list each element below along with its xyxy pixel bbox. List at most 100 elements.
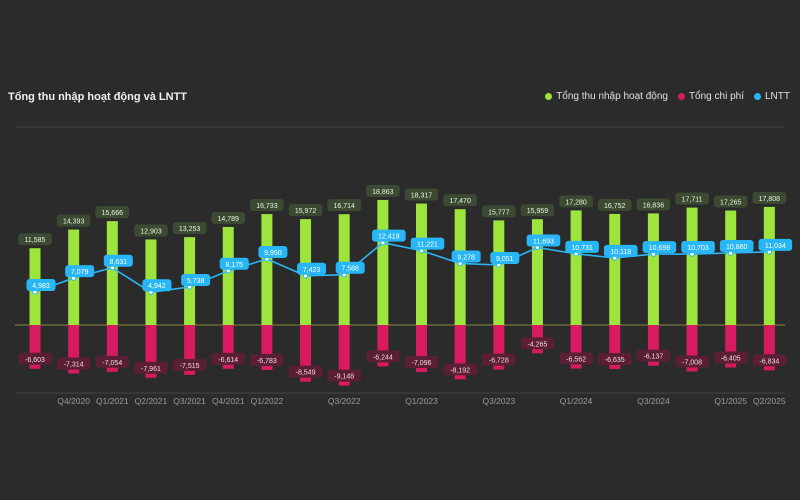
income-data-label: 17,808 — [759, 196, 781, 203]
x-tick-label: Q3/2021 — [173, 396, 206, 406]
income-data-label: 16,752 — [604, 203, 626, 210]
expense-bar — [416, 325, 427, 373]
income-bar — [763, 206, 775, 325]
expense-bar — [454, 325, 466, 380]
income-data-label-bg — [56, 214, 91, 227]
profit-data-label-bg — [603, 244, 638, 257]
expense-data-label: -7,314 — [64, 361, 84, 368]
expense-data-label: -6,244 — [373, 354, 393, 361]
profit-data-label-bg — [451, 250, 481, 263]
profit-data-label-bg — [372, 229, 406, 242]
expense-bar — [300, 325, 312, 382]
profit-data-label-bg — [565, 240, 599, 253]
legend-item-expense[interactable]: Tổng chi phí — [677, 91, 744, 102]
income-data-label-bg — [636, 198, 671, 211]
legend-dot-profit — [754, 93, 761, 100]
income-data-label-bg — [211, 211, 246, 224]
income-data-label: 16,714 — [333, 203, 355, 210]
income-data-label: 14,789 — [218, 216, 240, 223]
expense-data-label: -6,783 — [257, 358, 277, 365]
expense-bar — [570, 325, 582, 369]
profit-data-label: 10,703 — [687, 245, 709, 252]
income-bar — [454, 209, 466, 325]
expense-bar — [29, 325, 41, 369]
income-bar — [531, 219, 543, 325]
profit-data-label-bg — [642, 241, 677, 254]
expense-data-label-bg — [752, 354, 787, 367]
x-tick-label: Q2/2025 — [753, 396, 786, 406]
income-bar — [686, 207, 698, 325]
profit-data-label: 7,423 — [303, 267, 321, 274]
expense-bar — [184, 325, 196, 375]
x-tick-label: Q1/2024 — [560, 396, 593, 406]
expense-data-label: -6,405 — [721, 355, 741, 362]
income-data-label: 18,317 — [411, 193, 433, 200]
expense-bar — [763, 325, 775, 371]
income-data-label: 14,393 — [63, 219, 85, 226]
profit-data-label: 5,738 — [187, 278, 205, 285]
income-data-label-bg — [250, 199, 284, 212]
expense-data-label-bg — [713, 351, 748, 364]
legend-item-income[interactable]: Tổng thu nhập hoạt động — [545, 91, 668, 102]
profit-data-label: 4,983 — [32, 283, 50, 290]
profit-data-label: 8,175 — [225, 262, 243, 269]
income-data-label: 11,585 — [25, 237, 46, 244]
expense-data-label-bg — [597, 352, 632, 365]
income-data-label-bg — [597, 198, 632, 211]
legend-item-profit[interactable]: LNTT — [754, 91, 790, 102]
profit-data-label: 10,731 — [571, 245, 593, 252]
income-data-label: 16,733 — [256, 203, 278, 210]
profit-line — [34, 241, 770, 294]
expense-data-label: -9,148 — [334, 374, 354, 381]
expense-data-label: -7,096 — [412, 360, 432, 367]
expense-data-label-bg — [366, 350, 400, 363]
expense-data-label: -6,635 — [605, 357, 625, 364]
x-tick-label: Q3/2024 — [637, 396, 670, 406]
x-tick-label: Q1/2025 — [714, 396, 747, 406]
expense-data-label-bg — [520, 337, 555, 350]
income-bar — [647, 213, 659, 325]
expense-bar — [725, 325, 737, 368]
income-data-label-bg — [675, 192, 709, 205]
expense-data-label-bg — [211, 352, 246, 365]
expense-data-label-bg — [56, 357, 91, 370]
expense-data-label-bg — [404, 356, 439, 369]
expense-bar — [68, 325, 80, 374]
expense-data-label: -6,728 — [489, 358, 509, 365]
chart-title: Tổng thu nhập hoạt động và LNTT — [8, 91, 188, 103]
expense-data-label: -6,603 — [25, 357, 45, 364]
x-tick-label: Q2/2021 — [135, 396, 168, 406]
expense-data-label-bg — [559, 352, 593, 365]
profit-data-label-bg — [142, 279, 172, 292]
expense-data-label: -6,834 — [759, 358, 779, 365]
expense-bar — [106, 325, 118, 372]
expense-bar — [493, 325, 505, 370]
expense-data-label-bg — [18, 352, 52, 365]
profit-data-label: 12,419 — [378, 234, 400, 241]
x-tick-label: Q1/2021 — [96, 396, 129, 406]
income-bar — [222, 226, 234, 325]
profit-data-label-bg — [258, 246, 288, 259]
expense-data-label: -7,008 — [682, 359, 702, 366]
legend: Tổng thu nhập hoạt động Tổng chi phí LNT… — [545, 91, 790, 102]
expense-data-label: -6,137 — [643, 354, 663, 361]
profit-data-label-bg — [219, 257, 249, 270]
income-data-label: 18,863 — [372, 189, 394, 196]
income-bar — [725, 210, 737, 325]
x-tick-label: Q1/2022 — [251, 396, 284, 406]
income-bar — [377, 199, 389, 325]
profit-data-label-bg — [181, 273, 211, 286]
profit-data-label: 11,034 — [765, 243, 786, 250]
expense-data-label: -8,549 — [296, 370, 316, 377]
expense-bar — [261, 325, 273, 370]
income-data-label-bg — [559, 195, 593, 208]
expense-data-label-bg — [288, 365, 323, 378]
income-bar — [570, 210, 582, 325]
profit-data-label-bg — [103, 254, 133, 267]
expense-bar — [145, 325, 157, 378]
expense-data-label-bg — [95, 355, 130, 368]
expense-data-label-bg — [636, 349, 671, 362]
profit-data-label: 10,860 — [726, 244, 748, 251]
income-bar — [106, 221, 118, 325]
